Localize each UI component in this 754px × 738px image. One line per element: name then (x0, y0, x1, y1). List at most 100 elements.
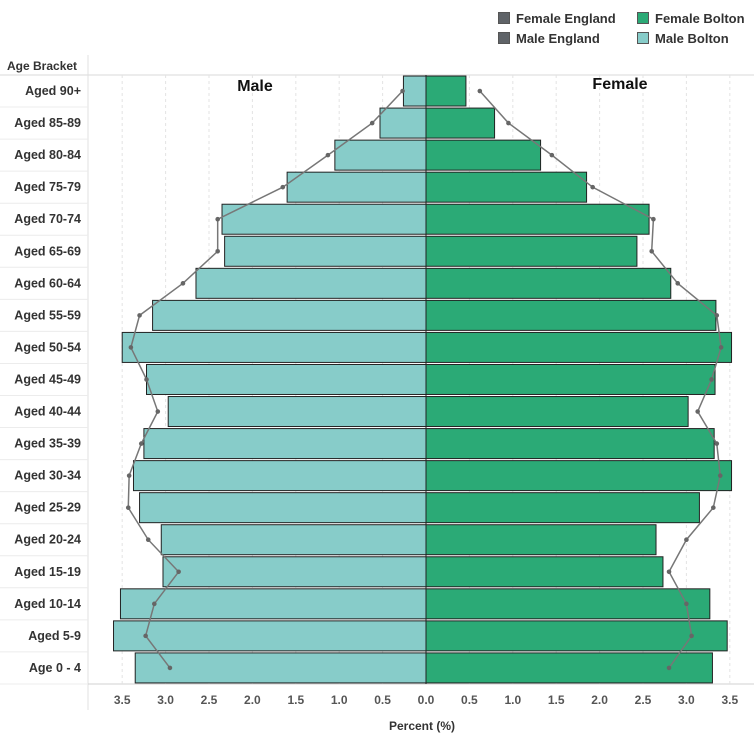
point-male-england-aged-50-54 (128, 345, 134, 350)
point-female-england-aged-60-64 (675, 281, 681, 286)
point-female-england-aged-50-54 (718, 345, 724, 350)
category-label-aged-80-84: Aged 80-84 (14, 148, 81, 162)
point-male-england-aged-35-39 (138, 441, 144, 446)
point-male-england-aged-65-69 (215, 248, 220, 254)
x-axis-label: Percent (%) (389, 719, 455, 733)
point-male-england-aged-75-79 (280, 184, 286, 190)
point-female-england-aged-85-89 (506, 120, 511, 126)
bar-male-bolton-aged-60-64 (195, 267, 427, 299)
point-female-england-aged-45-49 (709, 377, 714, 382)
bar-female-bolton-aged-25-29 (425, 492, 700, 524)
bar-female-bolton-aged-45-49 (425, 363, 716, 395)
category-label-aged-25-29: Aged 25-29 (14, 501, 81, 515)
x-tick-label: 1.5 (548, 693, 565, 707)
point-male-england-aged-5-9 (143, 633, 148, 639)
side-label-female: Female (592, 76, 647, 93)
legend-label-male-england: Male England (516, 30, 600, 46)
point-female-england-aged-40-44 (695, 409, 700, 414)
category-label-aged-70-74: Aged 70-74 (14, 212, 81, 226)
bar-female-bolton-aged-50-54 (425, 331, 733, 363)
legend-swatch-male-england (498, 32, 510, 44)
legend-col-bolton: Female Bolton Male Bolton (637, 8, 745, 48)
point-female-england-aged-15-19 (666, 569, 672, 575)
bar-female-bolton-aged-5-9 (425, 620, 728, 652)
bar-male-bolton-aged-75-79 (286, 171, 427, 203)
bar-male-bolton-aged-65-69 (224, 235, 427, 267)
x-tick-label: 0.0 (418, 693, 435, 707)
bar-female-bolton-aged-65-69 (425, 235, 638, 267)
category-label-age-0-4: Age 0 - 4 (29, 661, 81, 675)
x-tick-label: 1.0 (331, 693, 348, 707)
point-male-england-aged-10-14 (152, 601, 157, 607)
x-tick-label: 2.0 (244, 693, 261, 707)
bar-male-bolton-aged-5-9 (113, 620, 427, 652)
category-label-aged-90: Aged 90+ (25, 84, 81, 98)
bar-female-bolton-aged-85-89 (425, 107, 496, 139)
point-male-england-aged-20-24 (145, 537, 151, 543)
bar-female-bolton-age-0-4 (425, 652, 713, 684)
bar-female-bolton-aged-90 (425, 75, 467, 107)
bar-male-bolton-aged-35-39 (143, 428, 427, 460)
legend-item-male-england: Male England (498, 28, 616, 48)
legend-swatch-female-england (498, 12, 510, 24)
x-tick-label: 0.5 (461, 693, 478, 707)
point-female-england-aged-20-24 (684, 537, 689, 543)
point-male-england-aged-90 (400, 88, 405, 94)
category-label-aged-40-44: Aged 40-44 (14, 405, 81, 419)
point-female-england-aged-80-84 (549, 152, 555, 158)
bar-male-bolton-aged-70-74 (221, 203, 427, 235)
point-male-england-aged-85-89 (369, 120, 375, 126)
x-tick-label: 3.5 (721, 693, 738, 707)
x-tick-label: 1.0 (504, 693, 521, 707)
category-label-aged-60-64: Aged 60-64 (14, 276, 81, 290)
bar-male-bolton-aged-10-14 (119, 588, 427, 620)
point-male-england-aged-45-49 (144, 377, 149, 382)
x-tick-label: 3.0 (157, 693, 174, 707)
bar-female-bolton-aged-80-84 (425, 139, 542, 171)
point-female-england-aged-5-9 (689, 633, 694, 639)
bar-female-bolton-aged-30-34 (425, 460, 733, 492)
legend-item-female-bolton: Female Bolton (637, 8, 745, 28)
row-header-label: Age Bracket (7, 59, 77, 73)
point-male-england-aged-25-29 (125, 505, 131, 510)
bar-female-bolton-aged-55-59 (425, 299, 717, 331)
category-label-aged-65-69: Aged 65-69 (14, 244, 81, 258)
x-tick-label: 0.5 (374, 693, 391, 707)
bar-male-bolton-aged-50-54 (121, 331, 427, 363)
bar-female-bolton-aged-20-24 (425, 524, 657, 556)
category-label-aged-50-54: Aged 50-54 (14, 340, 81, 354)
legend-label-female-bolton: Female Bolton (655, 10, 745, 26)
point-male-england-aged-80-84 (325, 152, 331, 158)
legend-item-female-england: Female England (498, 8, 616, 28)
category-label-aged-75-79: Aged 75-79 (14, 180, 81, 194)
point-male-england-age-0-4 (167, 665, 173, 671)
point-female-england-aged-55-59 (714, 313, 720, 318)
category-label-aged-5-9: Aged 5-9 (28, 629, 81, 643)
bar-female-bolton-aged-40-44 (425, 396, 689, 428)
point-male-england-aged-60-64 (180, 281, 186, 286)
category-label-aged-15-19: Aged 15-19 (14, 565, 81, 579)
category-label-aged-10-14: Aged 10-14 (14, 597, 81, 611)
bar-female-bolton-aged-15-19 (425, 556, 664, 588)
bar-male-bolton-aged-25-29 (139, 492, 427, 524)
bar-male-bolton-aged-20-24 (160, 524, 427, 556)
category-label-aged-55-59: Aged 55-59 (14, 308, 81, 322)
point-male-england-aged-40-44 (155, 409, 161, 414)
bar-female-bolton-aged-70-74 (425, 203, 650, 235)
point-female-england-aged-35-39 (714, 441, 720, 446)
x-tick-label: 3.5 (114, 693, 131, 707)
legend-col-england: Female England Male England (498, 8, 616, 48)
point-male-england-aged-70-74 (215, 216, 220, 222)
x-tick-label: 2.5 (201, 693, 218, 707)
bar-male-bolton-aged-30-34 (132, 460, 427, 492)
bar-male-bolton-aged-90 (402, 75, 427, 107)
category-label-aged-35-39: Aged 35-39 (14, 437, 81, 451)
point-male-england-aged-30-34 (126, 473, 132, 478)
point-female-england-aged-30-34 (717, 473, 723, 478)
legend-label-female-england: Female England (516, 10, 616, 26)
category-label-aged-20-24: Aged 20-24 (14, 533, 81, 547)
bar-female-bolton-aged-75-79 (425, 171, 588, 203)
point-female-england-aged-25-29 (711, 505, 716, 510)
